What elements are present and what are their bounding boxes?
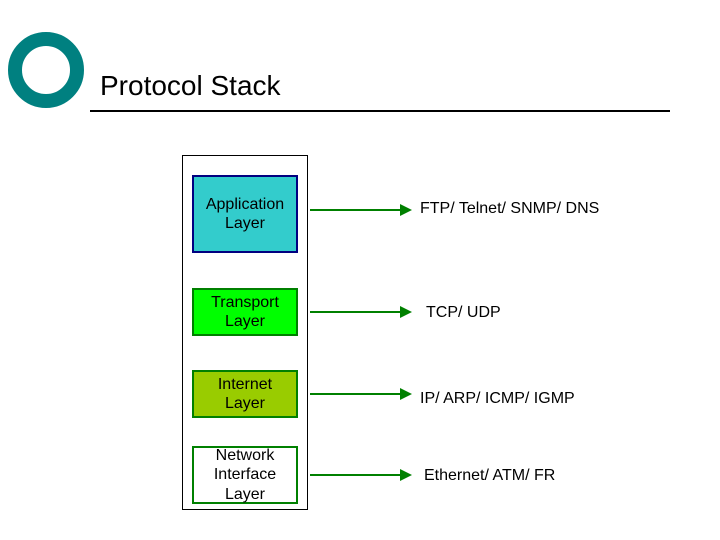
title-underline bbox=[90, 110, 670, 112]
arrow-line bbox=[310, 393, 400, 395]
arrow-head-icon bbox=[400, 306, 412, 318]
layer-internet: InternetLayer bbox=[192, 370, 298, 418]
layer-label: InternetLayer bbox=[218, 375, 272, 413]
layer-network-interface: NetworkInterfaceLayer bbox=[192, 446, 298, 504]
layer-examples: TCP/ UDP bbox=[426, 304, 501, 322]
arrow-head-icon bbox=[400, 388, 412, 400]
arrow-line bbox=[310, 209, 400, 211]
layer-label: NetworkInterfaceLayer bbox=[214, 446, 276, 504]
layer-label: ApplicationLayer bbox=[206, 195, 284, 233]
layer-examples: FTP/ Telnet/ SNMP/ DNS bbox=[420, 200, 599, 218]
arrow-line bbox=[310, 311, 400, 313]
layer-label: TransportLayer bbox=[211, 293, 279, 331]
arrow-head-icon bbox=[400, 204, 412, 216]
page-title: Protocol Stack bbox=[100, 70, 281, 102]
arrow-head-icon bbox=[400, 469, 412, 481]
slide-bullet-icon bbox=[8, 32, 84, 108]
layer-examples: IP/ ARP/ ICMP/ IGMP bbox=[420, 390, 575, 408]
layer-examples: Ethernet/ ATM/ FR bbox=[424, 467, 555, 485]
arrow-line bbox=[310, 474, 400, 476]
layer-application: ApplicationLayer bbox=[192, 175, 298, 253]
layer-transport: TransportLayer bbox=[192, 288, 298, 336]
